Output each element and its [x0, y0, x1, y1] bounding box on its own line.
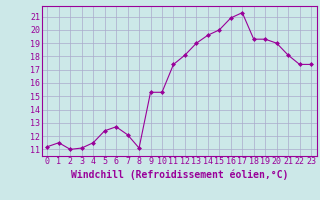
X-axis label: Windchill (Refroidissement éolien,°C): Windchill (Refroidissement éolien,°C)	[70, 169, 288, 180]
